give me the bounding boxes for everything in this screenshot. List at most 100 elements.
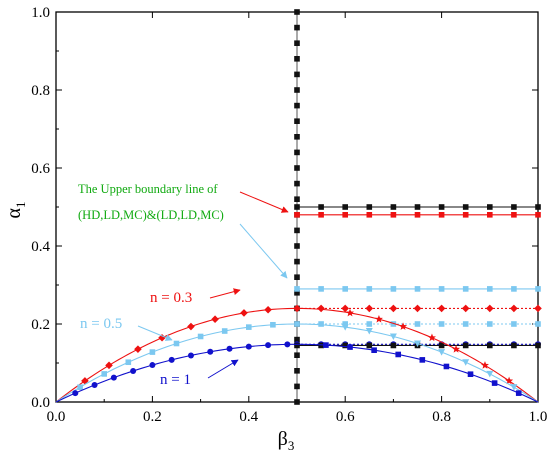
vertical-boundary-marker	[294, 56, 300, 62]
h-red-top-marker	[511, 212, 517, 218]
n-0.3-marker	[264, 305, 272, 314]
vertical-boundary-marker	[294, 9, 300, 15]
h-lightblue-mid-marker	[366, 321, 373, 327]
upper-boundary-annotation-line2: (HD,LD,MC)&(LD,LD,MC)	[78, 208, 224, 222]
h-lightblue-top-marker	[318, 286, 324, 292]
n-1-curve	[55, 343, 539, 403]
x-tick-label: 0.6	[336, 409, 355, 425]
h-lightblue-mid-marker	[342, 321, 348, 327]
y-tick-label: 0.8	[31, 83, 50, 99]
upper-boundary-annotation-line1: The Upper boundary line of	[78, 182, 218, 196]
h-lightblue-top-marker	[438, 286, 445, 292]
vertical-boundary-marker	[294, 399, 300, 405]
y-axis-label-subscript: 1	[13, 202, 28, 209]
h-lightblue-top-marker	[414, 286, 421, 292]
h-black-top-marker	[294, 204, 300, 210]
h-lightblue-mid-marker	[511, 321, 517, 327]
series-layer	[55, 9, 542, 405]
y-tick-label: 0.2	[31, 317, 50, 333]
h-black-bottom-marker	[342, 342, 348, 349]
h-black-top-marker	[342, 204, 348, 210]
n-0.5-fall-marker	[510, 384, 518, 391]
h-lightblue-mid-marker	[535, 321, 541, 327]
x-tick-label: 0.4	[239, 409, 258, 425]
n-1-fall-marker	[347, 344, 353, 350]
h-red-diamond-marker	[317, 304, 325, 313]
vertical-boundary-marker	[294, 87, 300, 93]
n-1-marker	[149, 362, 156, 369]
n-0.5-label: n = 0.5	[80, 316, 122, 332]
n-0.5-fall-marker	[486, 370, 494, 378]
h-red-diamond-marker	[534, 304, 542, 313]
h-black-top-marker	[366, 204, 373, 210]
vertical-boundary-marker	[294, 40, 300, 46]
h-red-diamond-marker	[510, 304, 518, 313]
n-0.5-marker	[149, 349, 156, 355]
h-red-diamond-marker	[437, 304, 446, 313]
vertical-boundary-marker	[294, 24, 300, 31]
h-black-top-marker	[390, 204, 397, 210]
h-lightblue-top-marker	[487, 286, 493, 292]
n-0.3-fall-marker	[505, 376, 514, 385]
x-tick-label: 0.8	[432, 409, 451, 425]
n-1-marker	[284, 341, 291, 348]
h-red-diamond-marker	[341, 304, 349, 313]
vertical-boundary-marker	[294, 243, 300, 249]
h-black-bottom-marker	[366, 342, 373, 349]
n-1-fall-marker	[419, 357, 426, 363]
n-0.5-arrow	[137, 325, 173, 341]
h-black-bottom-marker	[390, 342, 397, 349]
vertical-boundary-marker	[294, 180, 300, 187]
h-lightblue-mid-marker	[414, 321, 421, 327]
n-0.3-marker	[211, 315, 219, 324]
n-0.3-marker	[81, 377, 89, 385]
vertical-boundary-marker	[294, 149, 300, 156]
n-1-fall-marker	[467, 371, 474, 378]
upper-boundary-arrow-lightblue	[239, 223, 288, 279]
h-red-top-marker	[294, 212, 300, 218]
n-0.5-marker	[270, 321, 276, 328]
x-tick-label: 0.0	[47, 409, 66, 425]
h-lightblue-mid-marker	[318, 321, 324, 327]
h-lightblue-top-marker	[390, 286, 397, 292]
upper-boundary-arrow-red	[239, 191, 289, 213]
n-1-marker	[207, 348, 214, 355]
n-1-marker	[91, 382, 98, 389]
h-black-top-marker	[438, 204, 445, 210]
h-red-diamond-marker	[365, 304, 374, 313]
h-black-bottom-marker	[487, 342, 493, 349]
vertical-boundary-marker	[294, 336, 300, 343]
h-lightblue-mid-marker	[462, 321, 469, 327]
n-1-fall-marker	[323, 342, 329, 348]
n-0.3-marker	[240, 309, 248, 317]
vertical-boundary-marker	[294, 290, 300, 296]
n-0.3-fall-marker	[346, 308, 355, 317]
n-0.5-marker	[246, 324, 252, 330]
n-0.3-fall-marker	[399, 322, 408, 330]
n-1-marker	[72, 390, 79, 397]
h-black-top-marker	[462, 204, 469, 210]
x-axis-label-subscript: 3	[288, 438, 295, 453]
y-tick-label: 0.6	[31, 161, 50, 177]
vertical-boundary-marker	[294, 227, 300, 234]
n-0.5-marker	[173, 340, 180, 347]
n-1-marker	[245, 343, 252, 350]
h-black-top-marker	[535, 204, 541, 210]
n-0.5-marker	[101, 371, 107, 377]
n-1-marker	[168, 356, 175, 363]
h-black-top-marker	[414, 204, 421, 210]
x-tick-label: 1.0	[529, 409, 548, 425]
x-tick-label: 0.2	[143, 409, 162, 425]
n-0.5-marker	[197, 333, 204, 340]
h-red-top-marker	[414, 212, 421, 218]
vertical-boundary-marker	[294, 196, 300, 202]
n-1-fall-marker	[491, 380, 498, 386]
h-lightblue-top-marker	[462, 286, 469, 292]
h-lightblue-top-marker	[511, 286, 517, 292]
n-0.5-curve	[55, 323, 539, 403]
h-red-diamond-marker	[461, 304, 470, 313]
h-lightblue-top-marker	[342, 286, 348, 292]
n-0.3-arrow	[209, 288, 241, 299]
vertical-boundary-marker	[294, 102, 300, 109]
y-tick-labels: 0.0 0.2 0.4 0.6 0.8 1.0	[31, 5, 50, 411]
